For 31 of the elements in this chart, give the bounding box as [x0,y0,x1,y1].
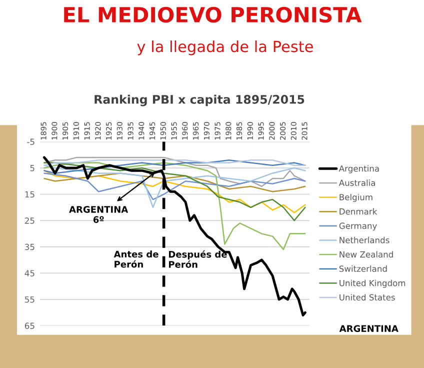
line-series [44,156,306,187]
legend-label: Australia [338,180,375,186]
legend-label: Switzerland [339,265,387,272]
y-tick-label: 5 [30,165,34,172]
legend-label: United Kingdom [340,280,406,288]
annotation: Antes de Perón [114,250,158,268]
y-tick-label: -5 [27,138,34,145]
chart-title: EL MEDIOEVO PERONISTA [64,6,362,23]
y-tick-label: 45 [24,270,34,276]
annotation: ARGENTINA 6º [69,206,128,223]
annotation: Después de Perón [168,250,227,268]
y-tick-label: 15 [25,191,34,198]
line-series [44,162,306,250]
legend-label: Belgium [340,194,372,202]
y-tick-label: 65 [24,322,34,329]
legend-label: Netherlands [340,236,390,244]
y-tick-label: 55 [25,296,34,303]
legend-label: Denmark [340,208,378,215]
legend-label: Argentina [338,165,379,174]
line-series [44,172,306,192]
text: ARGENTINA [339,325,398,332]
legend-label: New Zealand [340,251,393,258]
line-series [44,172,306,200]
legend-label: United States [340,294,395,301]
line-series [44,162,306,222]
line-series [44,159,306,174]
legend-label: Germany [339,222,377,231]
chart-subtitle: y la llegada de la Peste [137,40,313,56]
y-tick-label: 25 [25,218,34,224]
y-tick-label: 35 [25,244,34,250]
text: Ranking PBI x capita 1895/2015 [94,94,304,106]
